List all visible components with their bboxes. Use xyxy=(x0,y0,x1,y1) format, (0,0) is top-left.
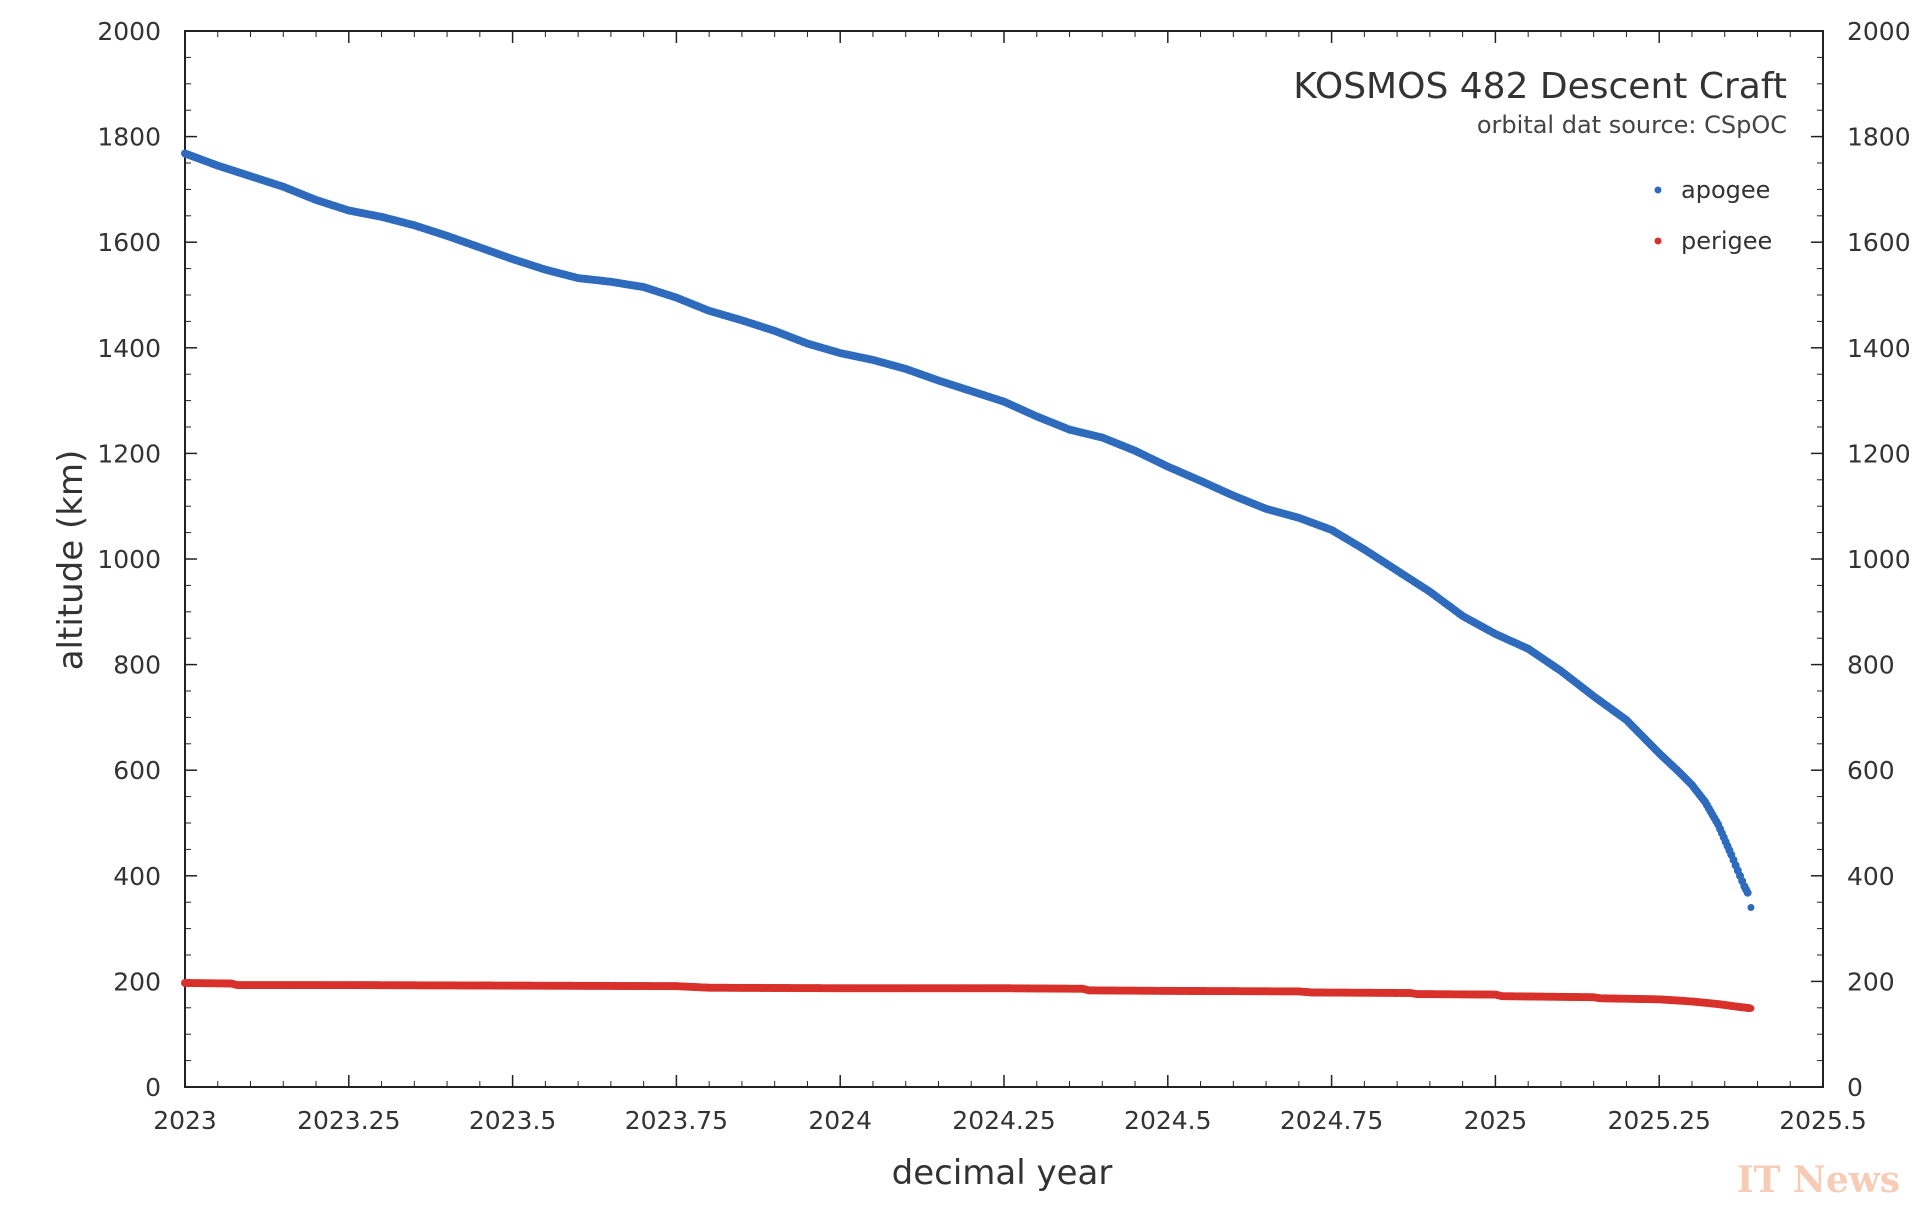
y-tick-label-left: 800 xyxy=(113,651,161,680)
series-perigee xyxy=(181,978,1755,1013)
y-tick-label-right: 1800 xyxy=(1847,123,1911,152)
y-tick-label-left: 600 xyxy=(113,756,161,785)
y-tick-label-left: 1000 xyxy=(97,545,161,574)
y-tick-label-right: 2000 xyxy=(1847,17,1911,46)
y-tick-label-right: 1200 xyxy=(1847,439,1911,468)
x-axis-title: decimal year xyxy=(892,1153,1113,1193)
y-tick-label-right: 600 xyxy=(1847,756,1895,785)
legend: apogee perigee xyxy=(1654,176,1772,255)
series-apogee xyxy=(181,149,1755,911)
legend-apogee-label: apogee xyxy=(1681,176,1770,204)
y-tick-label-right: 1000 xyxy=(1847,545,1911,574)
x-tick-label: 2025.5 xyxy=(1779,1106,1866,1135)
y-tick-label-right: 400 xyxy=(1847,862,1895,891)
legend-perigee-marker xyxy=(1654,237,1662,245)
x-tick-label: 2024 xyxy=(808,1106,872,1135)
y-tick-label-right: 0 xyxy=(1847,1073,1863,1102)
y-tick-label-left: 1800 xyxy=(97,123,161,152)
y-tick-label-right: 1400 xyxy=(1847,334,1911,363)
ticks-layer xyxy=(184,30,1824,1088)
legend-perigee-label: perigee xyxy=(1681,227,1772,255)
y-tick-label-left: 0 xyxy=(145,1073,161,1102)
x-tick-label: 2024.5 xyxy=(1124,1106,1211,1135)
apogee-point xyxy=(1747,903,1755,911)
x-tick-label: 2023.5 xyxy=(469,1106,556,1135)
x-tick-label: 2023.25 xyxy=(297,1106,400,1135)
chart-title: KOSMOS 482 Descent Craft xyxy=(1293,66,1787,107)
chart-subtitle: orbital dat source: CSpOC xyxy=(1477,111,1787,139)
y-tick-label-left: 1400 xyxy=(97,334,161,363)
tick-labels-layer: 2023 2023.25 2023.5 2023.75 2024 2024.25 2024.… xyxy=(97,17,1910,1135)
y-tick-label-left: 400 xyxy=(113,862,161,891)
y-tick-label-right: 1600 xyxy=(1847,228,1911,257)
y-tick-label-right: 800 xyxy=(1847,651,1895,680)
x-tick-label: 2024.25 xyxy=(952,1106,1055,1135)
x-tick-label: 2024.75 xyxy=(1280,1106,1383,1135)
x-tick-label: 2023.75 xyxy=(625,1106,728,1135)
y-axis-title: altitude (km) xyxy=(51,450,91,671)
x-tick-label: 2025.25 xyxy=(1608,1106,1711,1135)
legend-apogee-marker xyxy=(1654,186,1662,194)
y-tick-label-right: 200 xyxy=(1847,967,1895,996)
y-tick-label-left: 1200 xyxy=(97,439,161,468)
points-layer xyxy=(181,149,1755,1013)
y-tick-label-left: 2000 xyxy=(97,17,161,46)
perigee-point xyxy=(1747,1004,1755,1012)
apogee-point xyxy=(1743,888,1752,897)
y-tick-label-left: 200 xyxy=(113,967,161,996)
x-tick-label: 2023 xyxy=(153,1106,217,1135)
watermark: IT News xyxy=(1737,1159,1900,1201)
y-tick-label-left: 1600 xyxy=(97,228,161,257)
x-tick-label: 2025 xyxy=(1464,1106,1528,1135)
